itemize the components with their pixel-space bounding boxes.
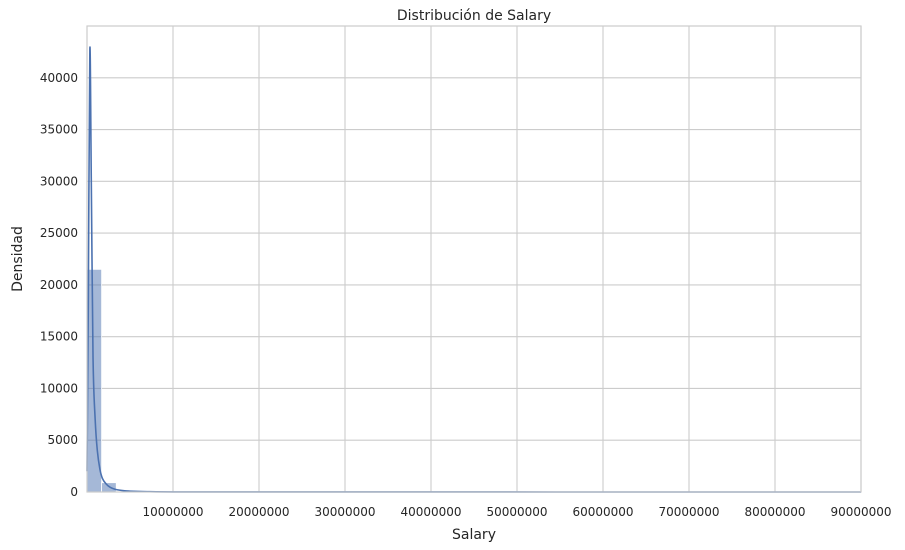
y-axis-label: Densidad [10, 226, 26, 292]
grid [87, 26, 862, 493]
y-tick-label: 10000 [40, 381, 78, 395]
y-tick-label: 20000 [40, 278, 78, 292]
kde-line [86, 46, 862, 493]
x-tick-label: 90000000 [830, 505, 891, 519]
x-tick-label: 10000000 [142, 505, 203, 519]
plot-frame [86, 25, 862, 493]
x-axis-label: Salary [452, 527, 496, 543]
x-tick-labels: 10000000 20000000 30000000 40000000 50000000… [142, 505, 891, 519]
y-tick-label: 15000 [40, 330, 78, 344]
x-tick-label: 30000000 [314, 505, 375, 519]
y-tick-label: 40000 [40, 71, 78, 85]
y-tick-label: 25000 [40, 226, 78, 240]
y-tick-label: 35000 [40, 123, 78, 137]
y-tick-label: 0 [70, 485, 78, 499]
y-tick-label: 30000 [40, 174, 78, 188]
y-tick-labels: 0 5000 10000 15000 20000 25000 30000 35000 40000 [40, 71, 78, 499]
x-tick-label: 40000000 [400, 505, 461, 519]
x-tick-label: 70000000 [658, 505, 719, 519]
x-tick-label: 20000000 [228, 505, 289, 519]
x-tick-label: 50000000 [486, 505, 547, 519]
x-tick-label: 60000000 [572, 505, 633, 519]
y-tick-label: 5000 [47, 433, 78, 447]
chart-title: Distribución de Salary [397, 8, 551, 24]
x-tick-label: 80000000 [744, 505, 805, 519]
